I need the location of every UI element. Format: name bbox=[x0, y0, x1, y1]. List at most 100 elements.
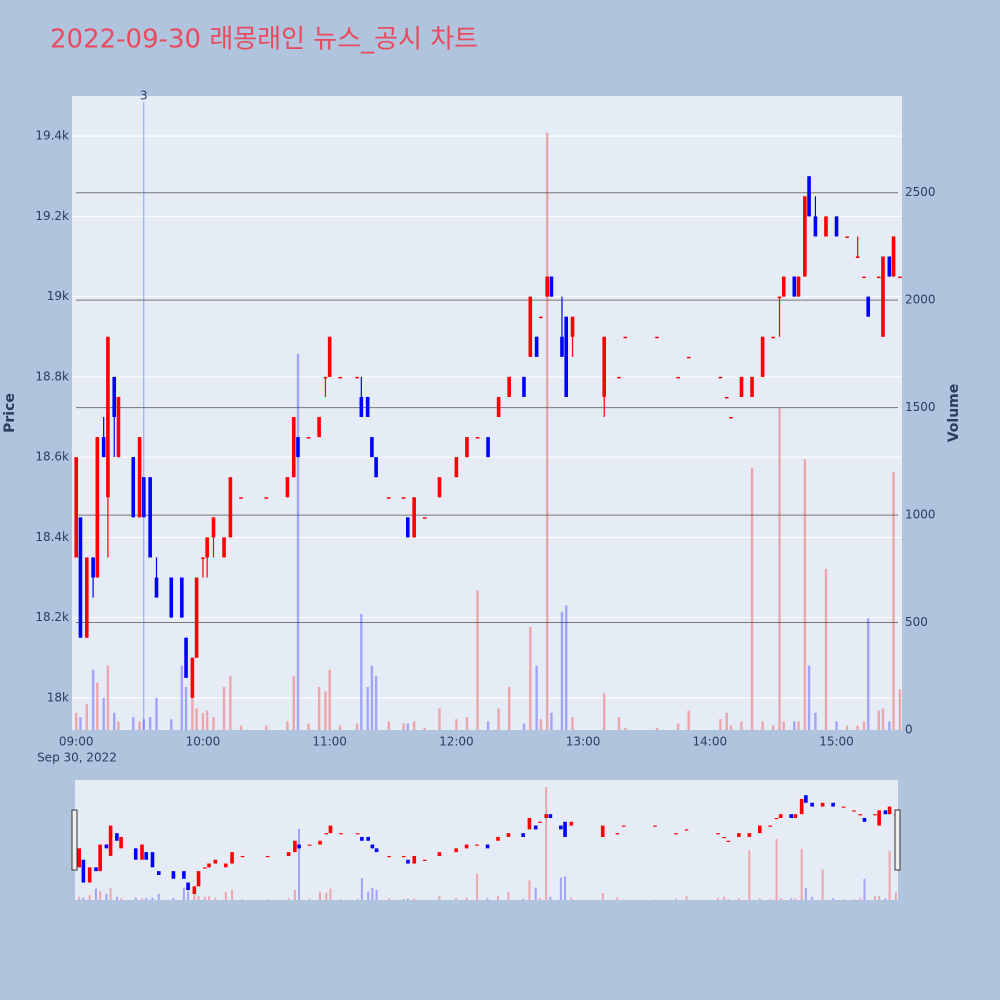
candle-body bbox=[623, 336, 628, 339]
y-tick-label: 18.2k bbox=[35, 610, 69, 624]
mini-candle bbox=[328, 825, 333, 834]
mini-candle bbox=[207, 863, 211, 868]
volume-bar bbox=[888, 721, 891, 730]
candle-body bbox=[285, 477, 290, 498]
mini-volume-bar bbox=[723, 896, 726, 900]
mini-candle bbox=[862, 817, 867, 822]
x-tick-label: 09:00 bbox=[59, 735, 94, 749]
volume-bar bbox=[793, 721, 796, 730]
candle-body bbox=[539, 316, 543, 319]
volume-bar bbox=[797, 721, 800, 730]
mini-candle bbox=[799, 798, 804, 815]
chart-title: 2022-09-30 래몽래인 뉴스_공시 차트 bbox=[50, 25, 478, 55]
volume-bar bbox=[845, 725, 849, 730]
mini-volume-bar bbox=[197, 895, 200, 900]
volume-bar bbox=[535, 665, 538, 730]
y2-tick-label: 1500 bbox=[905, 400, 936, 414]
candle-body bbox=[84, 557, 89, 638]
mini-volume-bar bbox=[775, 838, 778, 900]
mini-volume-bar bbox=[172, 897, 175, 900]
mini-candle bbox=[412, 855, 417, 864]
mini-candle bbox=[804, 795, 808, 803]
mini-volume-bar bbox=[522, 898, 525, 900]
mini-volume-bar bbox=[476, 873, 479, 900]
candle-body bbox=[106, 336, 110, 498]
mini-volume-bar bbox=[99, 891, 102, 900]
mini-volume-bar bbox=[528, 880, 531, 900]
candle-body bbox=[296, 437, 300, 458]
volume-bar bbox=[239, 725, 243, 730]
volume-bar bbox=[328, 669, 331, 730]
candle-body bbox=[112, 376, 117, 418]
mini-candle bbox=[521, 833, 525, 837]
candle-body bbox=[676, 376, 680, 379]
mini-candle bbox=[559, 825, 563, 830]
mini-candle bbox=[192, 886, 197, 894]
mini-candle bbox=[548, 814, 553, 818]
candle-body bbox=[486, 437, 490, 458]
mini-candle bbox=[621, 825, 626, 827]
mini-candle bbox=[240, 855, 245, 858]
mini-volume-bar bbox=[193, 893, 196, 900]
candle-body bbox=[750, 376, 754, 397]
volume-bar bbox=[85, 704, 88, 730]
mini-volume-bar bbox=[534, 887, 537, 900]
y-tick-label: 18.4k bbox=[35, 530, 69, 544]
mini-candle bbox=[144, 852, 149, 860]
candle-body bbox=[386, 497, 391, 499]
candle-body bbox=[190, 657, 195, 698]
mini-volume-bar bbox=[486, 898, 489, 900]
mini-candle bbox=[600, 825, 605, 837]
candle-body bbox=[876, 276, 881, 279]
y2-tick-label: 0 bbox=[905, 723, 913, 737]
candle-body bbox=[803, 196, 807, 277]
mini-candle bbox=[496, 836, 500, 841]
mini-volume-bar bbox=[675, 898, 678, 900]
mini-volume-bar bbox=[497, 895, 500, 900]
candle-body bbox=[374, 457, 378, 478]
volume-bar bbox=[862, 721, 866, 730]
mini-volume-bar bbox=[465, 897, 468, 900]
volume-bar bbox=[106, 665, 110, 730]
mini-candle bbox=[374, 848, 379, 853]
candle-body bbox=[781, 276, 786, 297]
volume-bar bbox=[339, 725, 342, 730]
range-slider[interactable] bbox=[75, 780, 898, 900]
mini-volume-bar bbox=[78, 896, 81, 900]
volume-bar bbox=[824, 568, 828, 730]
mini-volume-bar bbox=[873, 896, 876, 900]
mini-candle bbox=[653, 825, 657, 827]
volume-bar bbox=[132, 717, 135, 730]
mini-volume-bar bbox=[716, 897, 719, 900]
mini-volume-bar bbox=[182, 887, 185, 900]
mini-volume-bar bbox=[356, 898, 359, 900]
mini-candle bbox=[810, 802, 814, 807]
mini-volume-bar bbox=[570, 897, 573, 900]
mini-candle bbox=[324, 833, 329, 835]
mini-candle bbox=[464, 844, 469, 849]
volume-bar bbox=[102, 697, 105, 730]
volume-bar bbox=[507, 687, 511, 730]
mini-candle bbox=[203, 867, 207, 869]
range-handle[interactable] bbox=[71, 809, 78, 871]
volume-bar bbox=[113, 712, 116, 730]
mini-candle bbox=[286, 852, 291, 856]
candle-body bbox=[95, 437, 100, 578]
y2-tick-label: 2500 bbox=[905, 185, 936, 199]
candle-body bbox=[317, 417, 321, 438]
volume-bar bbox=[184, 687, 188, 730]
mini-volume-bar bbox=[616, 897, 619, 900]
candle-body bbox=[824, 216, 828, 237]
candle-body bbox=[365, 396, 370, 418]
mini-candle bbox=[94, 867, 98, 872]
volume-bar bbox=[750, 467, 754, 730]
candle-body bbox=[306, 437, 311, 439]
candle-body bbox=[807, 176, 811, 217]
volume-bar bbox=[564, 605, 568, 730]
mini-candle bbox=[674, 833, 678, 835]
candle-body bbox=[184, 637, 188, 678]
range-handle[interactable] bbox=[894, 809, 901, 871]
candle-body bbox=[137, 437, 142, 518]
x-tick-label: 13:00 bbox=[566, 735, 601, 749]
